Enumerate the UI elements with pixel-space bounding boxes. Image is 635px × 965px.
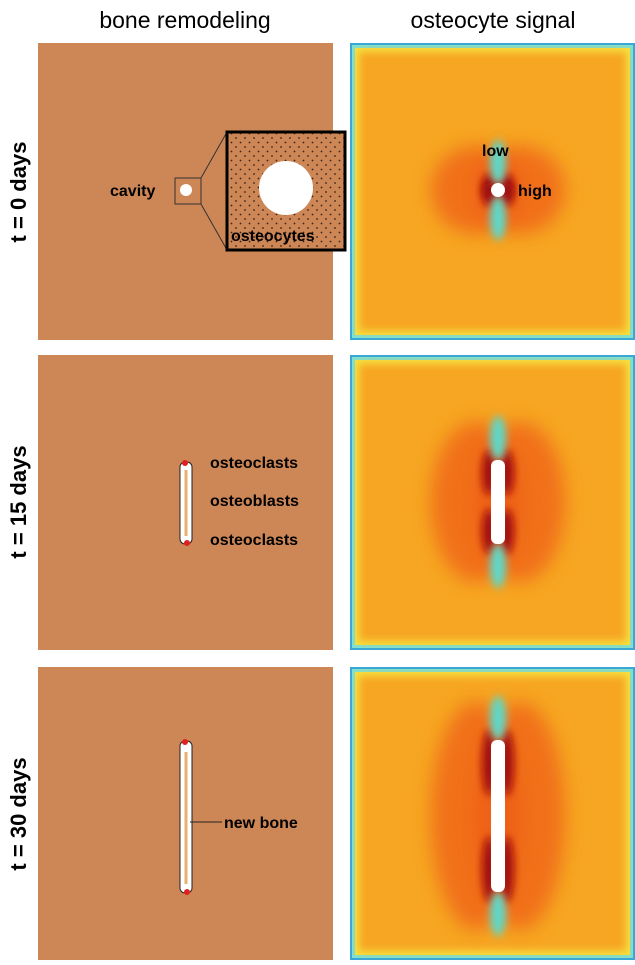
low-signal bbox=[490, 892, 506, 936]
low-signal bbox=[490, 544, 506, 588]
high-signal bbox=[475, 422, 565, 582]
osteoclasts bbox=[182, 460, 188, 466]
annotation: osteocytes bbox=[231, 228, 315, 245]
signal-map bbox=[350, 667, 635, 960]
signal-map bbox=[350, 43, 635, 340]
annotation: osteoclasts bbox=[210, 532, 298, 549]
annotation: osteoblasts bbox=[210, 493, 299, 510]
cavity bbox=[180, 184, 192, 196]
column-header: bone remodeling bbox=[99, 7, 270, 33]
annotation: osteoclasts bbox=[210, 455, 298, 472]
annotation: cavity bbox=[110, 183, 155, 200]
cavity bbox=[491, 740, 505, 892]
row-label: t = 15 days bbox=[6, 445, 31, 558]
osteoclasts bbox=[184, 540, 190, 546]
low-signal bbox=[490, 196, 506, 240]
annotation: low bbox=[482, 143, 509, 160]
inset-cavity bbox=[259, 161, 313, 215]
column-header: osteocyte signal bbox=[411, 7, 576, 33]
low-signal bbox=[490, 416, 506, 460]
osteoclasts bbox=[182, 739, 188, 745]
cavity bbox=[491, 460, 505, 544]
annotation: high bbox=[518, 183, 552, 200]
row-label: t = 0 days bbox=[6, 142, 31, 243]
low-signal bbox=[490, 696, 506, 740]
figure: bone remodeling osteocyte signal t = 0 d… bbox=[0, 0, 635, 960]
annotation: new bone bbox=[224, 815, 298, 832]
signal-map bbox=[350, 355, 635, 650]
osteoclasts bbox=[184, 889, 190, 895]
cavity bbox=[491, 183, 505, 197]
row-label: t = 30 days bbox=[6, 757, 31, 870]
